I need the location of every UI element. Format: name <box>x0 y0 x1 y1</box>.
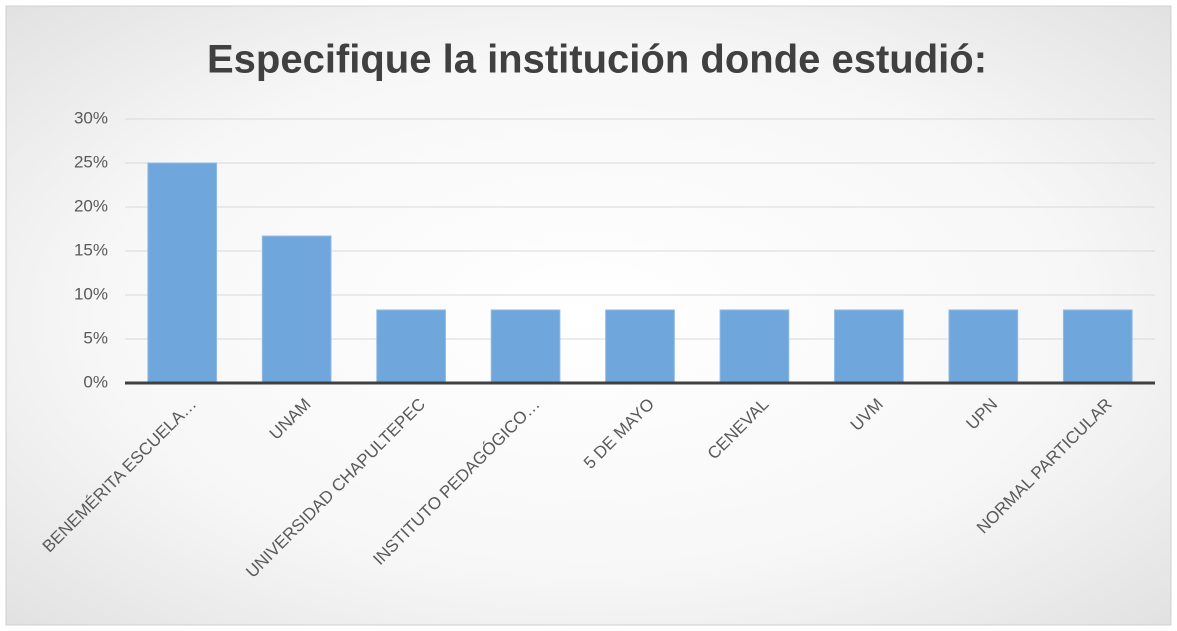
bar <box>376 309 446 384</box>
bar <box>719 309 790 384</box>
chart-title: Especifique la institución donde estudió… <box>207 38 987 82</box>
bar <box>147 162 218 384</box>
y-tick-label: 10% <box>74 284 108 303</box>
y-tick-label: 20% <box>74 196 108 215</box>
y-tick-label: 15% <box>74 240 108 259</box>
y-tick-label: 0% <box>83 372 108 391</box>
bar <box>834 309 904 384</box>
bar <box>261 235 332 384</box>
bar <box>490 309 561 384</box>
y-tick-label: 25% <box>74 152 108 171</box>
y-tick-label: 5% <box>83 328 108 347</box>
bar <box>1062 309 1133 384</box>
y-tick-label: 30% <box>74 108 108 127</box>
bar <box>948 309 1019 384</box>
bar <box>605 309 675 384</box>
